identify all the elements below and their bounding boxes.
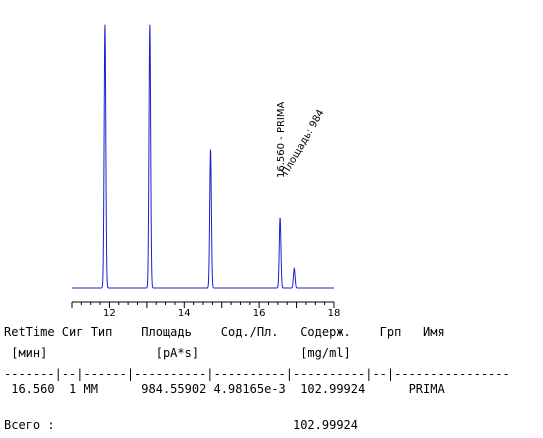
chromatogram-trace — [72, 24, 334, 289]
x-tick-label: 16 — [253, 308, 266, 319]
x-tick-label: 18 — [328, 308, 341, 319]
x-tick-label: 14 — [178, 308, 191, 319]
report-total-row: Всего : 102.99924 — [4, 418, 359, 432]
peak-area-annotation: Площадь: 984 — [280, 108, 327, 178]
peak-annotation-label: 16.560 - PRIMA — [276, 101, 287, 178]
report-peak-row: 16.560 1 MM 984.55902 4.98165e-3 102.999… — [4, 382, 445, 396]
x-axis: 12 14 16 18 — [71, 301, 341, 319]
report-separator: -------|--|------|----------|----------|… — [4, 367, 510, 381]
report-units-row: [мин] [pA*s] [mg/ml] — [4, 346, 351, 360]
report-header-row: RetTime Сиг Тип Площадь Сод./Пл. Содерж.… — [4, 325, 445, 339]
x-tick-label: 12 — [103, 308, 116, 319]
